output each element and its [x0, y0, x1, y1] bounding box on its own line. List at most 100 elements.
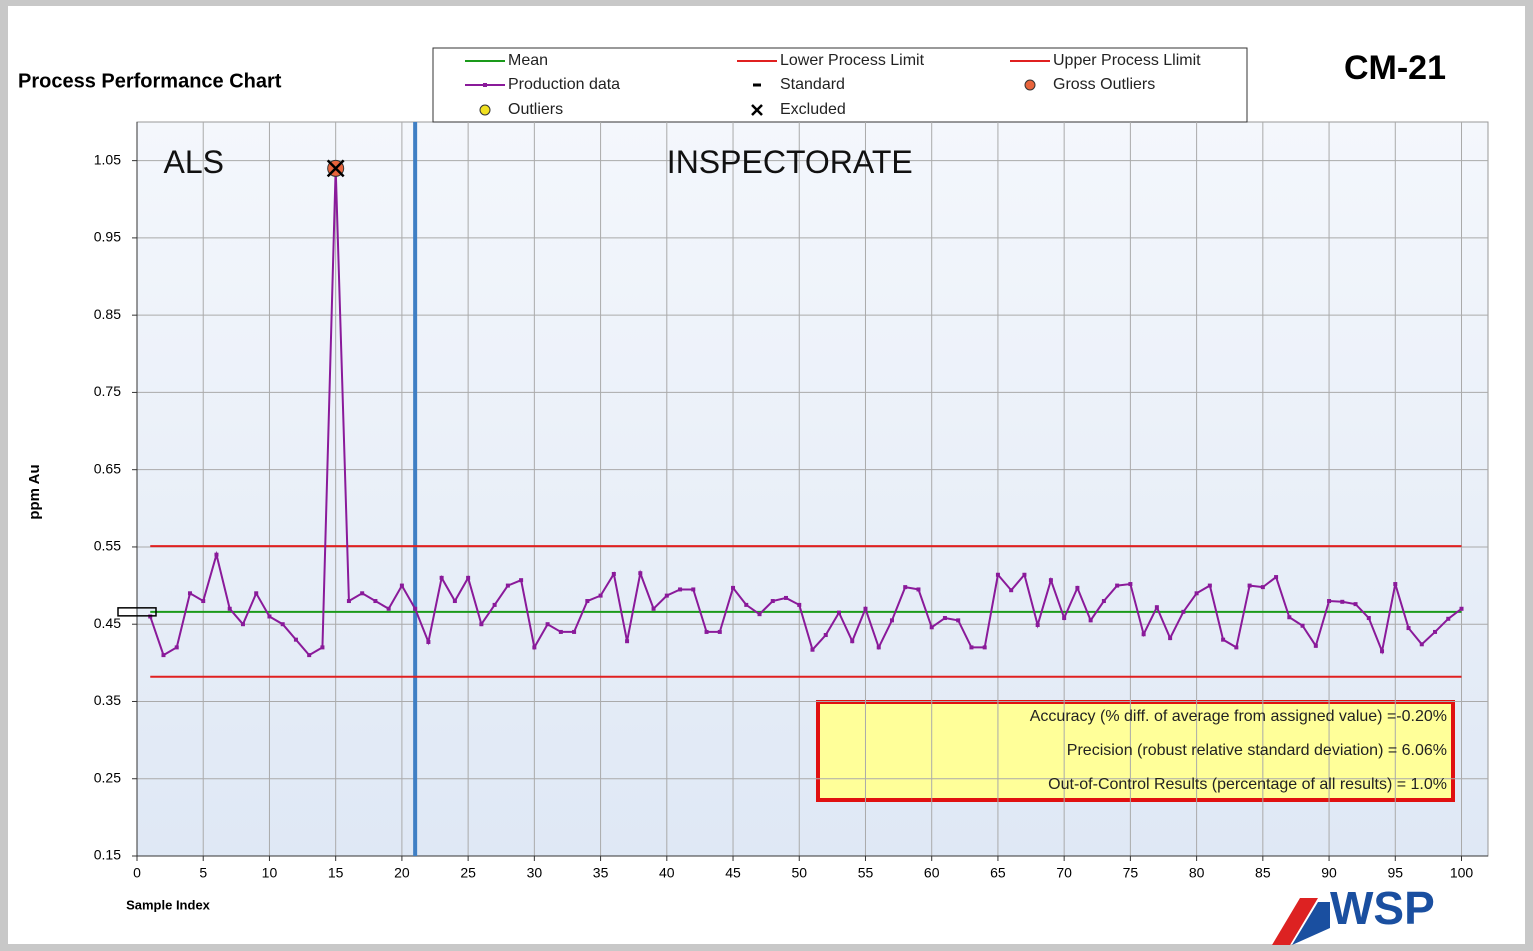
legend-swatch: [483, 83, 487, 87]
x-tick-label: 10: [262, 865, 278, 881]
point: [267, 614, 272, 619]
point: [1393, 582, 1398, 587]
point: [452, 599, 457, 604]
point: [1181, 609, 1186, 614]
x-tick-label: 45: [725, 865, 741, 881]
point: [373, 599, 378, 604]
point: [1128, 582, 1133, 587]
standard-marker: [117, 607, 157, 617]
point: [1207, 583, 1212, 588]
logo-mark: [1272, 898, 1318, 945]
point: [492, 602, 497, 607]
point: [863, 606, 868, 611]
x-tick-label: 70: [1056, 865, 1072, 881]
y-tick-label: 0.45: [94, 615, 121, 631]
point: [598, 593, 603, 598]
point: [1141, 632, 1146, 637]
point: [1194, 591, 1199, 596]
annotation: ALS: [163, 144, 223, 180]
legend-label: Outliers: [508, 101, 563, 118]
point: [744, 602, 749, 607]
x-tick-label: 80: [1189, 865, 1205, 881]
point: [1234, 645, 1239, 650]
point: [1154, 605, 1159, 610]
y-tick-label: 0.35: [94, 692, 121, 708]
point: [572, 629, 577, 634]
stat-line: Out-of-Control Results (percentage of al…: [1048, 776, 1447, 793]
excluded: [326, 159, 345, 178]
point: [1101, 599, 1106, 604]
point: [1168, 636, 1173, 641]
point: [466, 575, 471, 580]
point: [545, 622, 550, 627]
point: [1419, 642, 1424, 647]
point: [386, 606, 391, 611]
x-tick-label: 95: [1387, 865, 1403, 881]
x-tick-label: 60: [924, 865, 940, 881]
point: [836, 610, 841, 615]
x-tick-label: 15: [328, 865, 344, 881]
y-tick-label: 0.55: [94, 538, 121, 554]
legend-label: Excluded: [780, 101, 846, 118]
point: [413, 606, 418, 611]
point: [1406, 626, 1411, 631]
point: [995, 572, 1000, 577]
point: [1022, 572, 1027, 577]
point: [1009, 588, 1014, 593]
point: [691, 587, 696, 592]
point: [479, 622, 484, 627]
point: [1380, 649, 1385, 654]
point: [823, 633, 828, 638]
point: [1260, 585, 1265, 590]
point: [1366, 616, 1371, 621]
point: [532, 645, 537, 650]
point: [1459, 606, 1464, 611]
point: [1433, 629, 1438, 634]
point: [439, 575, 444, 580]
point: [611, 571, 616, 576]
point: [519, 578, 524, 583]
point: [810, 647, 815, 652]
x-tick-label: 100: [1450, 865, 1474, 881]
y-tick-label: 0.65: [94, 460, 121, 476]
point: [678, 587, 683, 592]
point: [876, 645, 881, 650]
point: [1221, 637, 1226, 642]
x-tick-label: 85: [1255, 865, 1271, 881]
point: [320, 645, 325, 650]
legend-swatch: [1024, 79, 1036, 91]
stat-line: Precision (robust relative standard devi…: [1067, 742, 1447, 759]
point: [731, 585, 736, 590]
point: [704, 629, 709, 634]
x-tick-label: 90: [1321, 865, 1337, 881]
series-line: [149, 168, 1463, 657]
point: [1327, 599, 1332, 604]
point: [1062, 616, 1067, 621]
point: [254, 591, 259, 596]
series: [117, 607, 157, 617]
logo-text: WSP: [1330, 882, 1435, 934]
legend-box: [432, 47, 1248, 123]
point: [201, 599, 206, 604]
legend-swatch: [479, 104, 491, 116]
chart-title: Process Performance Chart: [18, 70, 282, 92]
point: [784, 595, 789, 600]
legend-label: Production data: [508, 76, 620, 93]
x-tick-label: 0: [133, 865, 141, 881]
point: [942, 616, 947, 621]
stats-box: [816, 700, 1455, 802]
stat-line: Accuracy (% diff. of average from assign…: [1030, 708, 1447, 725]
y-tick-label: 0.95: [94, 229, 121, 245]
point: [1088, 618, 1093, 623]
x-tick-label: 55: [858, 865, 874, 881]
y-tick-label: 0.15: [94, 847, 121, 863]
legend-label: Gross Outliers: [1053, 76, 1155, 93]
point: [625, 639, 630, 644]
point: [1313, 643, 1318, 648]
point: [174, 645, 179, 650]
point: [903, 585, 908, 590]
point: [1287, 615, 1292, 620]
point: [757, 612, 762, 617]
point: [956, 618, 961, 623]
